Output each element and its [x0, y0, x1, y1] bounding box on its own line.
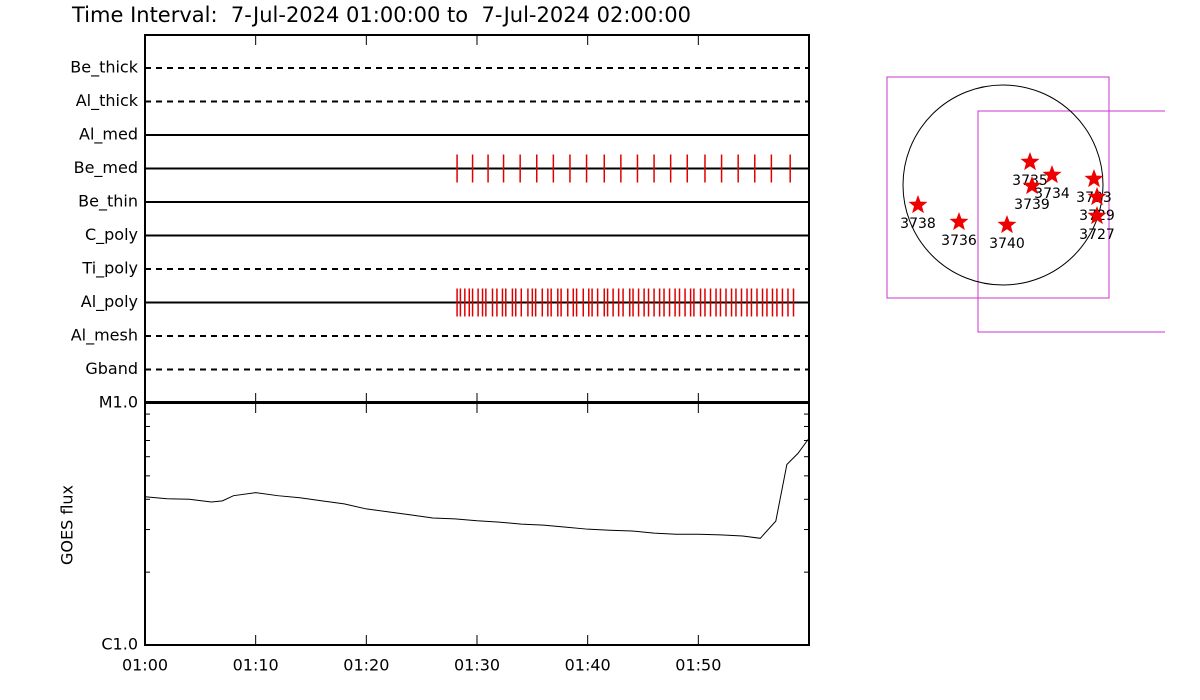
row-label: Be_thick — [70, 58, 138, 78]
ar-label: 3738 — [900, 216, 936, 232]
ar-star — [1087, 187, 1107, 206]
ar-label: 3739 — [1014, 197, 1050, 213]
x-tick-label: 01:10 — [233, 656, 279, 675]
ar-label: 3735 — [1012, 173, 1048, 189]
ar-star — [997, 215, 1017, 234]
x-tick-label: 01:50 — [675, 656, 721, 675]
row-label: Al_poly — [81, 292, 138, 312]
y-tick-label: M1.0 — [99, 393, 138, 412]
row-label: Be_thin — [78, 192, 138, 212]
goes-flux-line — [144, 437, 810, 539]
active-regions: 373837363740373537393734373337293727 — [900, 152, 1115, 252]
ar-label: 3740 — [989, 236, 1025, 252]
x-tick-label: 01:30 — [454, 656, 500, 675]
x-tick-label: 01:00 — [122, 656, 168, 675]
y-tick-label: C1.0 — [101, 635, 138, 654]
ar-star — [1020, 152, 1040, 171]
ar-star — [908, 195, 928, 214]
row-label: C_poly — [85, 225, 138, 245]
row-label: Al_med — [79, 125, 138, 145]
goes-frame — [144, 402, 810, 646]
solar-limb — [902, 84, 1104, 286]
x-tick-label: 01:40 — [565, 656, 611, 675]
ar-label: 3727 — [1079, 227, 1115, 243]
row-label: Al_thick — [76, 91, 139, 111]
ar-star — [1042, 165, 1062, 184]
timeline-frame — [144, 34, 810, 403]
row-label: Ti_poly — [81, 259, 138, 279]
ar-star — [1084, 169, 1104, 188]
chart-title: Time Interval: 7-Jul-2024 01:00:00 to 7-… — [71, 3, 691, 27]
row-label: Al_mesh — [71, 326, 138, 346]
row-label: Gband — [85, 359, 138, 378]
ar-star — [1087, 206, 1107, 225]
fov-box — [977, 110, 1165, 333]
y-axis-label: GOES flux — [58, 485, 77, 565]
ar-label: 3734 — [1034, 186, 1070, 202]
row-label: Be_med — [74, 158, 138, 178]
ar-label: 3736 — [941, 233, 977, 249]
x-tick-label: 01:20 — [343, 656, 389, 675]
fov-box — [886, 76, 1110, 299]
sun-map — [886, 76, 1165, 333]
ar-star — [949, 212, 969, 231]
ar-star — [1022, 176, 1042, 195]
